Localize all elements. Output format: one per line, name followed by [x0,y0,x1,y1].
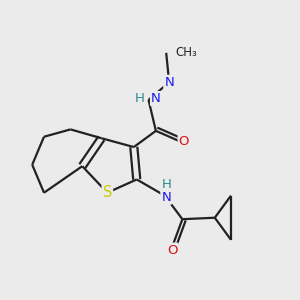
Text: O: O [178,135,189,148]
Text: S: S [103,185,112,200]
Text: CH₃: CH₃ [175,46,197,59]
Text: N: N [164,76,174,89]
Text: H: H [161,178,171,191]
Text: H: H [135,92,145,105]
Text: O: O [167,244,177,256]
Text: N: N [161,190,171,204]
Text: N: N [151,92,161,105]
